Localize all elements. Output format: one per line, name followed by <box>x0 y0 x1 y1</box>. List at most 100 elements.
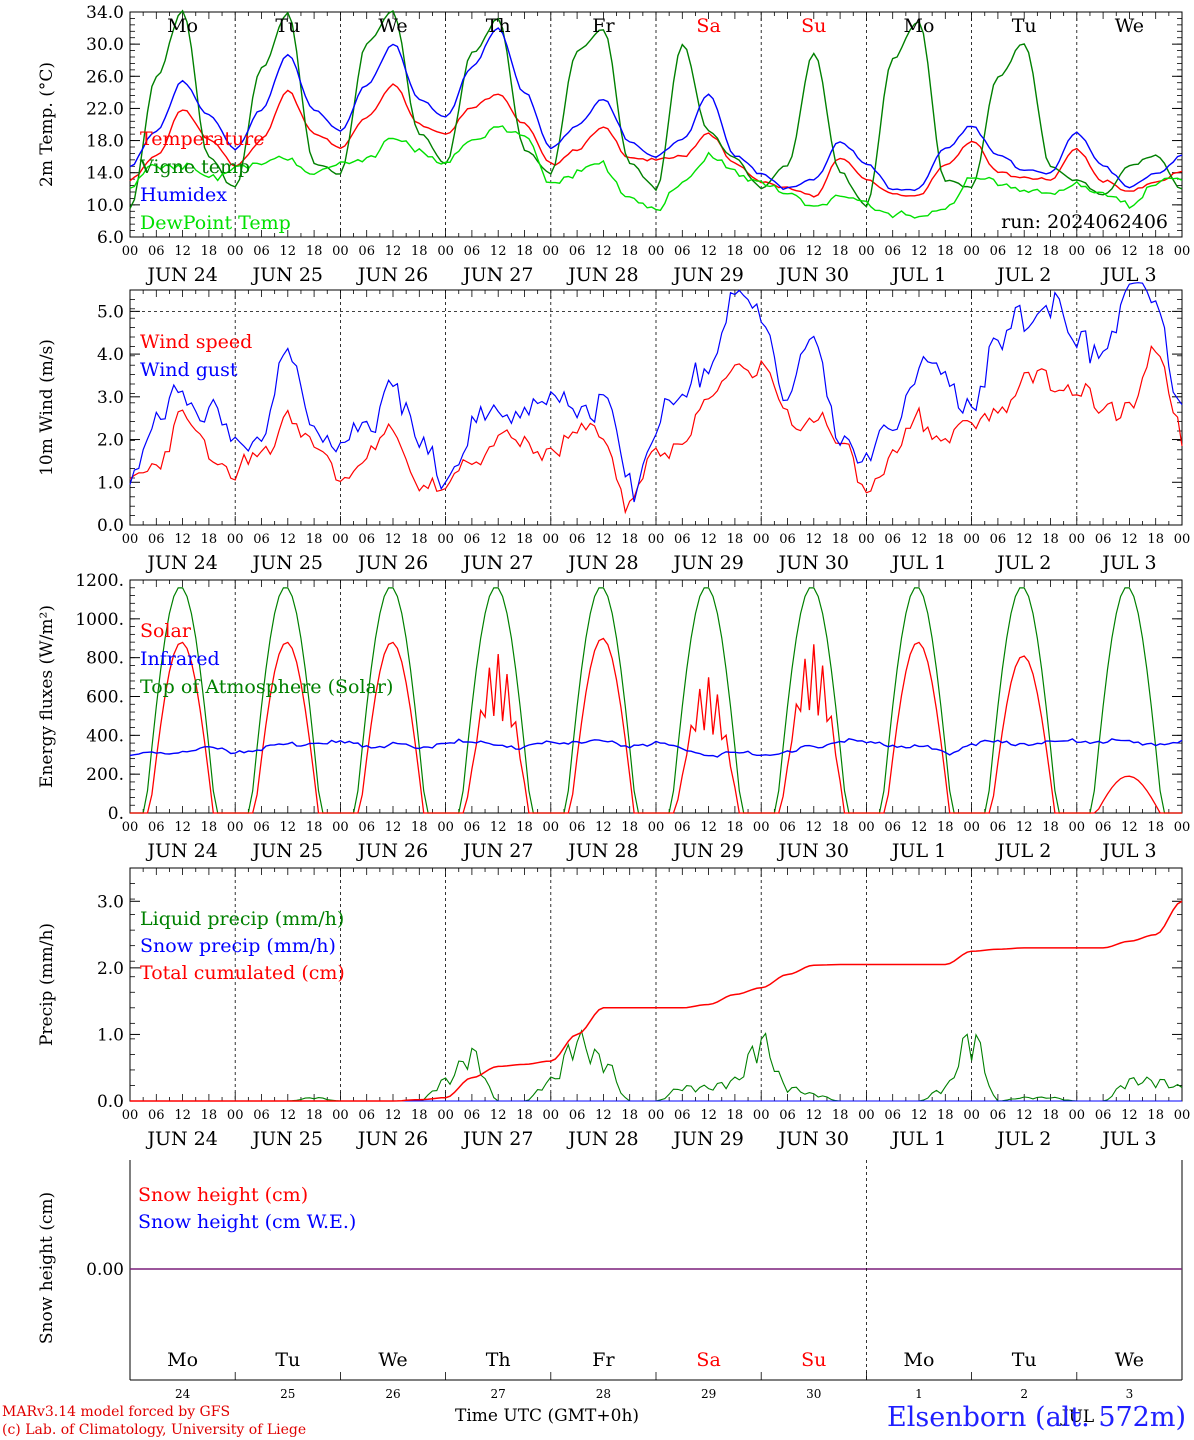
date-label: JUN 30 <box>777 840 849 862</box>
hour-tick-label: 18 <box>727 1108 744 1123</box>
hour-tick-label: 18 <box>306 1108 323 1123</box>
hour-tick-label: 00 <box>1174 820 1191 835</box>
day-number-label: 26 <box>385 1387 400 1401</box>
hour-tick-label: 18 <box>201 1108 218 1123</box>
hour-tick-label: 12 <box>595 244 612 259</box>
date-label: JUN 26 <box>356 840 428 862</box>
legend-entry: Infrared <box>140 648 220 670</box>
date-label: JUN 24 <box>145 264 217 286</box>
hour-tick-label: 18 <box>516 532 533 547</box>
weekday-label: Su <box>801 15 826 37</box>
hour-tick-label: 18 <box>1042 532 1059 547</box>
hour-tick-label: 00 <box>332 820 349 835</box>
weekday-label: We <box>378 1349 407 1371</box>
y-axis-label: 2m Temp. (°C) <box>37 62 57 187</box>
y-tick-label: 22.0 <box>86 99 124 119</box>
hour-tick-label: 12 <box>700 244 717 259</box>
weekday-label: We <box>1115 15 1144 37</box>
series-solar <box>130 637 1182 814</box>
hour-tick-label: 12 <box>280 532 297 547</box>
hour-tick-label: 12 <box>700 532 717 547</box>
date-label: JUN 28 <box>566 840 638 862</box>
hour-tick-label: 00 <box>437 820 454 835</box>
hour-tick-label: 12 <box>1016 244 1033 259</box>
hour-tick-label: 00 <box>1069 532 1086 547</box>
y-tick-label: 3.0 <box>97 388 124 408</box>
hour-tick-label: 06 <box>674 1108 691 1123</box>
hour-tick-label: 06 <box>569 1108 586 1123</box>
legend-entry: Snow height (cm) <box>138 1184 308 1206</box>
date-label: JUL 3 <box>1100 840 1156 862</box>
hour-tick-label: 18 <box>411 1108 428 1123</box>
hour-tick-label: 12 <box>806 532 823 547</box>
day-number-label: 25 <box>280 1387 295 1401</box>
hour-tick-label: 12 <box>385 244 402 259</box>
hour-tick-label: 06 <box>358 820 375 835</box>
date-label: JUN 26 <box>356 1128 428 1150</box>
hour-tick-label: 12 <box>490 1108 507 1123</box>
hour-tick-label: 06 <box>464 1108 481 1123</box>
hour-tick-label: 18 <box>1042 820 1059 835</box>
hour-tick-label: 06 <box>884 532 901 547</box>
hour-tick-label: 00 <box>858 1108 875 1123</box>
y-tick-label: 4.0 <box>97 345 124 365</box>
hour-tick-label: 06 <box>148 820 165 835</box>
hour-tick-label: 18 <box>832 820 849 835</box>
hour-tick-label: 12 <box>1121 244 1138 259</box>
hour-tick-label: 12 <box>174 532 191 547</box>
date-label: JUL 2 <box>995 264 1051 286</box>
model-credit: MARv3.14 model forced by GFS <box>2 1404 231 1420</box>
hour-tick-label: 12 <box>806 244 823 259</box>
hour-tick-label: 18 <box>832 1108 849 1123</box>
hour-tick-label: 00 <box>1174 1108 1191 1123</box>
hour-tick-label: 06 <box>990 532 1007 547</box>
hour-tick-label: 00 <box>648 244 665 259</box>
hour-tick-label: 06 <box>779 532 796 547</box>
hour-tick-label: 06 <box>990 1108 1007 1123</box>
y-tick-label: 400. <box>86 726 124 746</box>
hour-tick-label: 18 <box>727 244 744 259</box>
weekday-label: Fr <box>592 15 615 37</box>
overlay-month-label: JUL <box>1060 1407 1094 1427</box>
y-tick-label: 18.0 <box>86 132 124 152</box>
hour-tick-label: 06 <box>464 532 481 547</box>
hour-tick-label: 00 <box>437 1108 454 1123</box>
legend-entry: Wind gust <box>140 359 238 381</box>
date-label: JUN 28 <box>566 552 638 574</box>
y-tick-label: 30.0 <box>86 35 124 55</box>
hour-tick-label: 18 <box>201 820 218 835</box>
date-label: JUL 3 <box>1100 1128 1156 1150</box>
hour-tick-label: 18 <box>306 532 323 547</box>
hour-tick-label: 12 <box>1016 1108 1033 1123</box>
hour-tick-label: 18 <box>201 244 218 259</box>
hour-tick-label: 00 <box>963 244 980 259</box>
date-label: JUL 1 <box>890 840 946 862</box>
x-axis-title: Time UTC (GMT+0h) <box>455 1406 640 1426</box>
legend-entry: Snow height (cm W.E.) <box>138 1211 356 1233</box>
date-label: JUN 29 <box>671 1128 743 1150</box>
hour-tick-label: 06 <box>1095 532 1112 547</box>
y-tick-label: 0. <box>108 804 124 824</box>
date-label: JUN 28 <box>566 264 638 286</box>
hour-tick-label: 12 <box>700 1108 717 1123</box>
hour-tick-label: 12 <box>280 820 297 835</box>
date-label: JUL 1 <box>890 552 946 574</box>
hour-tick-label: 18 <box>621 244 638 259</box>
date-label: JUL 3 <box>1100 264 1156 286</box>
hour-tick-label: 06 <box>884 820 901 835</box>
hour-tick-label: 18 <box>201 532 218 547</box>
weekday-label: Mo <box>167 1349 198 1371</box>
hour-tick-label: 12 <box>595 532 612 547</box>
day-number-label: 3 <box>1126 1387 1134 1401</box>
hour-tick-label: 12 <box>911 532 928 547</box>
y-axis-label: Precip (mm/h) <box>37 923 57 1046</box>
hour-tick-label: 00 <box>1069 820 1086 835</box>
hour-tick-label: 06 <box>779 244 796 259</box>
hour-tick-label: 18 <box>306 244 323 259</box>
hour-tick-label: 06 <box>569 244 586 259</box>
weekday-label: Tu <box>275 1349 300 1371</box>
hour-tick-label: 18 <box>516 820 533 835</box>
hour-tick-label: 06 <box>358 1108 375 1123</box>
hour-tick-label: 00 <box>963 532 980 547</box>
hour-tick-label: 06 <box>569 820 586 835</box>
